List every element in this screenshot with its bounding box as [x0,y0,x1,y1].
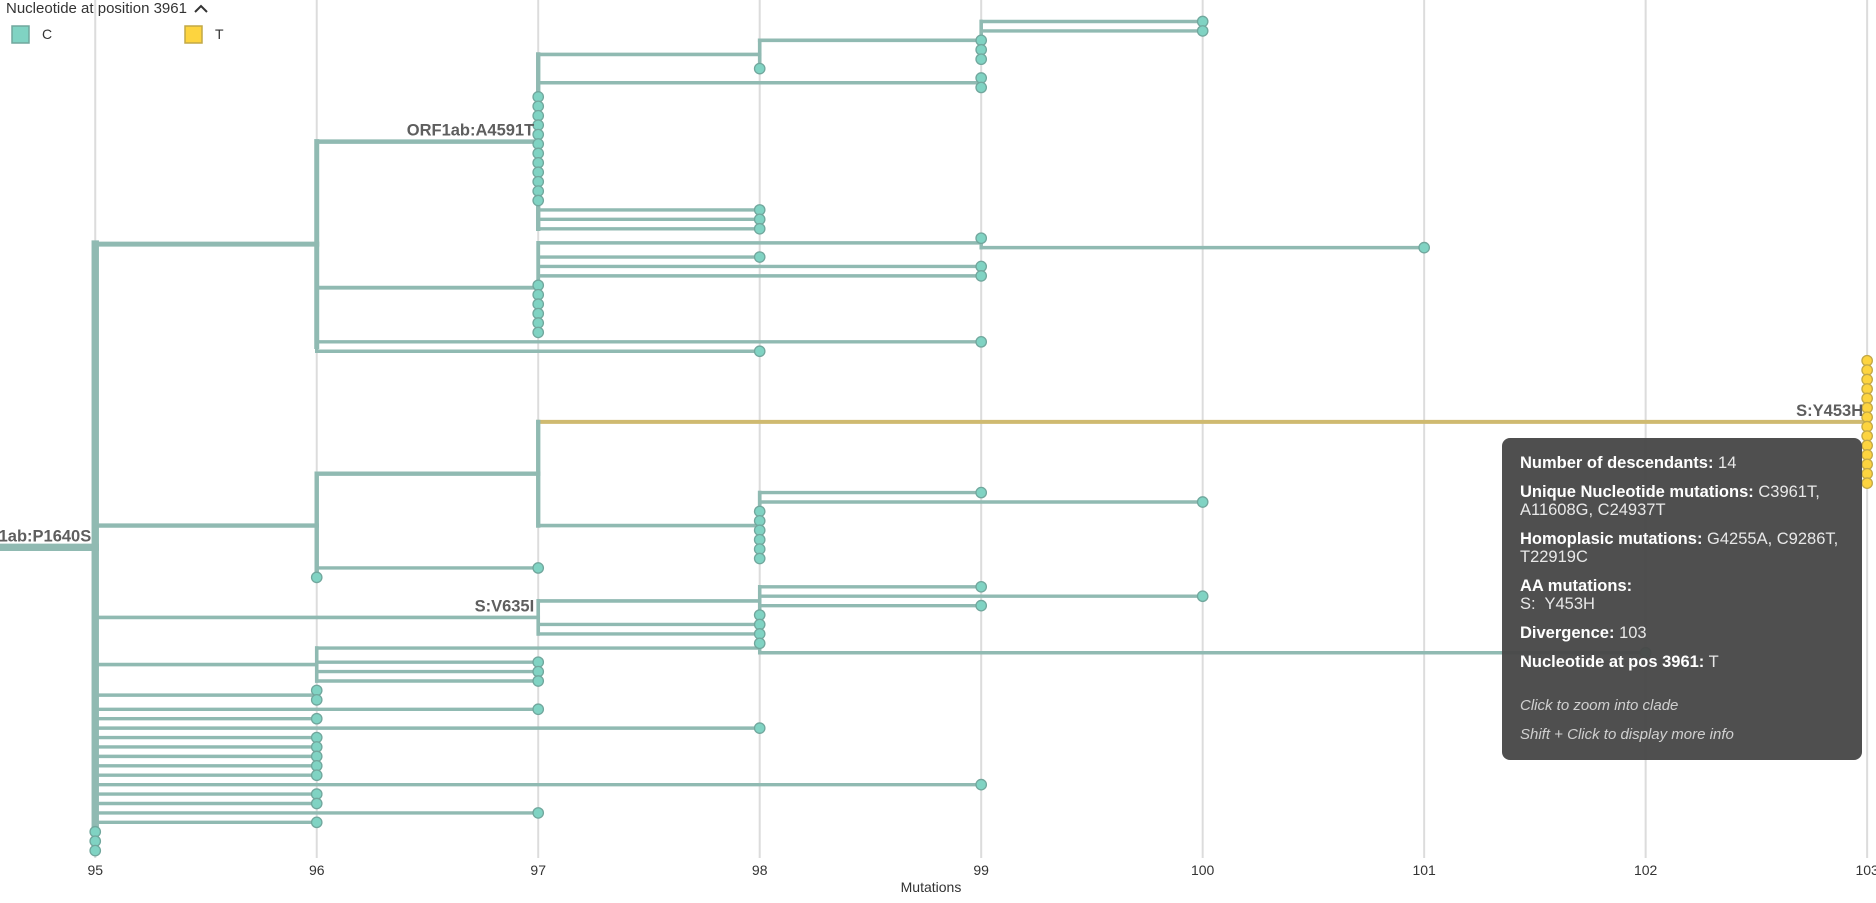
x-tick-label: 100 [1191,862,1215,878]
tip [532,675,545,687]
tip [1196,496,1209,508]
tip [753,637,766,650]
tooltip-row: Homoplasic mutations: G4255A, C9286T, T2… [1520,530,1844,566]
tip [975,599,988,612]
branches [0,19,1870,855]
tip [975,335,988,348]
tip [310,571,323,584]
tooltip-key: Homoplasic mutations: [1520,530,1703,548]
tooltip-hint: Shift + Click to display more info [1520,726,1734,743]
tip [1418,241,1431,254]
tip [1861,477,1873,490]
tip [532,807,545,819]
branch-label: S:V635I [475,597,535,615]
tip [975,270,988,282]
branch-labels: ORF1ab:A4591T S:Y453H S:V635I 1ab:P1640S [0,122,1863,616]
tip [89,844,102,857]
x-tick-label: 95 [87,862,103,878]
tooltip-key: Divergence: [1520,624,1615,642]
tooltip-key: Unique Nucleotide mutations: [1520,483,1754,501]
tip [975,580,988,593]
x-tick-label: 103 [1855,862,1876,878]
tooltip-key: Nucleotide at pos 3961: [1520,653,1705,671]
tip [753,62,766,75]
tip [753,222,766,235]
tip [310,797,323,810]
tip [975,53,988,66]
tooltip-row: Divergence: 103 [1520,624,1844,642]
tip [975,486,988,499]
x-tick-label: 98 [752,862,768,878]
branch-label: 1ab:P1640S [0,527,91,545]
tooltip-hints: Click to zoom into clade Shift + Click t… [1520,697,1844,744]
x-tick-label: 97 [530,862,546,878]
tip [532,326,545,339]
tooltip-key: AA mutations: [1520,577,1633,595]
tips [89,15,1873,857]
legend-label: C [42,26,52,42]
x-tick-label: 96 [309,862,325,878]
legend-swatch [184,25,203,44]
legend-title: Nucleotide at position 3961 [6,0,187,17]
legend-label: T [215,26,224,42]
tip [975,81,988,94]
tip [310,694,323,706]
tip [532,562,545,574]
tip [753,251,766,263]
x-tick-label: 101 [1412,862,1436,878]
branch-label: S:Y453H [1796,402,1863,420]
tip [310,712,323,725]
axis-title: Mutations [901,879,962,895]
tooltip-value: T [1708,653,1719,671]
tip [753,552,766,565]
tooltip-row: Nucleotide at pos 3961: T [1520,653,1844,671]
tooltip: Number of descendants: 14 Unique Nucleot… [1502,438,1862,760]
tooltip-value: C3961T, A11608G, C24937T [1520,483,1820,519]
tip [753,722,766,734]
tip [975,232,988,245]
tooltip-value: 103 [1619,624,1647,642]
tooltip-value: 14 [1718,454,1737,472]
tooltip-value: S: Y453H [1520,595,1595,613]
tip [310,769,323,782]
legend-swatch [11,25,30,44]
tooltip-row: Unique Nucleotide mutations: C3961T, A11… [1520,483,1844,519]
x-tick-label: 99 [973,862,989,878]
tip [975,778,988,791]
tip [532,194,545,207]
tip [1196,590,1209,603]
tip [310,816,323,829]
x-tick-label: 102 [1634,862,1658,878]
tooltip-value: G4255A, C9286T, T22919C [1520,530,1839,566]
tip [753,345,766,358]
tooltip-row: Number of descendants: 14 [1520,454,1844,472]
tip [532,703,545,716]
tooltip-hint: Click to zoom into clade [1520,697,1679,714]
collapse-caret[interactable] [194,4,208,13]
branch-label: ORF1ab:A4591T [407,122,534,140]
tooltip-key: Number of descendants: [1520,454,1714,472]
tip [1196,25,1209,37]
tooltip-row: AA mutations: S: Y453H [1520,577,1844,613]
